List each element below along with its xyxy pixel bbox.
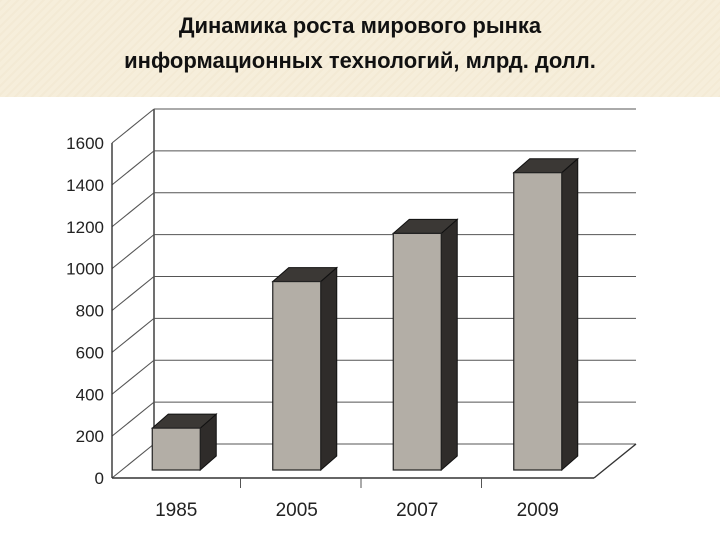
y-tick-label: 800 — [76, 302, 104, 321]
bar-side — [320, 266, 338, 472]
side-wall-gridline — [111, 443, 155, 479]
y-tick-label: 1000 — [66, 260, 104, 279]
x-category-label: 2009 — [517, 500, 559, 521]
y-tick-label: 1600 — [66, 134, 104, 153]
y-tick-label: 600 — [76, 343, 104, 362]
bar — [512, 157, 580, 472]
y-tick-label: 1200 — [66, 218, 104, 237]
y-tick-label: 200 — [76, 427, 104, 446]
bar-front — [151, 427, 201, 471]
bar-front — [513, 172, 563, 471]
bar-front — [272, 280, 322, 471]
side-wall-gridline — [111, 317, 155, 353]
bar — [391, 218, 459, 472]
side-wall-gridline — [111, 234, 155, 270]
floor-right-edge — [593, 443, 637, 479]
side-wall-gridline — [111, 192, 155, 228]
y-tick-label: 1400 — [66, 176, 104, 195]
title-banner — [0, 0, 720, 97]
chart-title-line-1: Динамика роста мирового рынка — [178, 13, 542, 38]
chart-title-line-2: информационных технологий, млрд. долл. — [124, 48, 596, 73]
bar-front — [392, 232, 442, 471]
bar — [150, 413, 218, 472]
x-category-label: 2005 — [276, 500, 318, 521]
bar-side — [561, 157, 579, 472]
side-wall-gridline — [111, 401, 155, 437]
bar — [271, 266, 339, 472]
side-wall-gridline — [111, 359, 155, 395]
side-wall-gridline — [111, 150, 155, 186]
side-wall-gridline — [111, 276, 155, 311]
side-wall-gridline — [111, 108, 155, 144]
y-tick-label: 0 — [95, 469, 104, 488]
chart-title: Динамика роста мирового рынка информацио… — [0, 8, 720, 78]
x-category-label: 2007 — [396, 500, 438, 521]
bar-side — [440, 218, 458, 472]
x-category-label: 1985 — [155, 500, 197, 521]
y-tick-label: 400 — [76, 385, 104, 404]
